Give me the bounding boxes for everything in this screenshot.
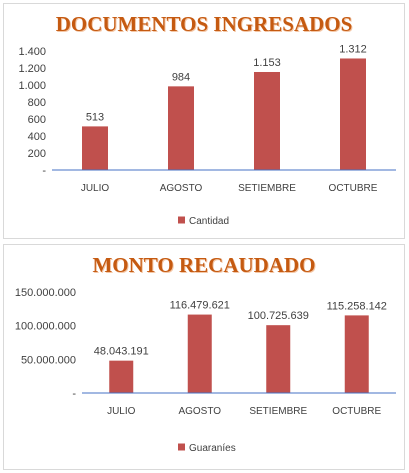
data-label: 1.153 <box>253 57 281 69</box>
y-tick-label: 100.000.000 <box>15 321 76 333</box>
x-tick-label: OCTUBRE <box>332 406 381 417</box>
bar <box>266 325 291 393</box>
legend-label: Guaraníes <box>189 443 236 454</box>
data-label: 984 <box>172 71 190 83</box>
data-label: 1.312 <box>339 43 367 55</box>
y-tick-label: 200 <box>28 148 46 160</box>
y-tick-label: 400 <box>28 131 46 143</box>
chart-title: MONTO RECAUDADO <box>92 253 316 277</box>
y-tick-label: 1.200 <box>18 63 46 75</box>
y-tick-label: 800 <box>28 97 46 109</box>
x-tick-label: JULIO <box>107 406 136 417</box>
bar <box>340 58 366 171</box>
data-label: 116.479.621 <box>170 300 230 312</box>
x-tick-label: AGOSTO <box>178 406 221 417</box>
data-label: 48.043.191 <box>94 346 149 358</box>
data-label: 115.258.142 <box>327 300 387 312</box>
x-tick-label: JULIO <box>81 183 110 194</box>
x-tick-label: SETIEMBRE <box>249 406 307 417</box>
chart-monto-recaudado: MONTO RECAUDADO - 50.000.000 100.000.000 15… <box>3 244 405 470</box>
y-tick-label: 1.000 <box>18 80 46 92</box>
bar <box>109 360 134 393</box>
y-tick-label: 50.000.000 <box>21 354 76 366</box>
data-label: 513 <box>86 111 104 123</box>
chart-canvas: - 200 400 600 800 1.000 1.200 1.400 513 JULIO 984 A… <box>18 43 396 227</box>
x-tick-label: OCTUBRE <box>329 183 378 194</box>
legend-swatch <box>178 443 185 451</box>
y-tick-label: 1.400 <box>18 46 46 58</box>
bar <box>254 71 280 170</box>
data-label: 100.725.639 <box>248 310 309 322</box>
x-tick-label: SETIEMBRE <box>238 183 296 194</box>
chart-documentos-ingresados: DOCUMENTOS INGRESADOS - 200 400 600 800 1.000… <box>3 3 405 239</box>
y-tick-label: 600 <box>28 114 46 126</box>
chart-canvas: - 50.000.000 100.000.000 150.000.000 48.043.… <box>15 287 396 454</box>
bar <box>344 315 369 393</box>
legend-label: Cantidad <box>189 216 229 227</box>
y-tick-label: - <box>72 388 76 400</box>
x-tick-label: AGOSTO <box>160 183 203 194</box>
y-tick-label: - <box>42 165 46 177</box>
bar <box>82 126 108 170</box>
legend-swatch <box>178 216 185 224</box>
chart-title: DOCUMENTOS INGRESADOS <box>55 12 353 36</box>
y-tick-label: 150.000.000 <box>15 287 76 299</box>
bar <box>187 314 212 393</box>
bar <box>168 86 194 170</box>
